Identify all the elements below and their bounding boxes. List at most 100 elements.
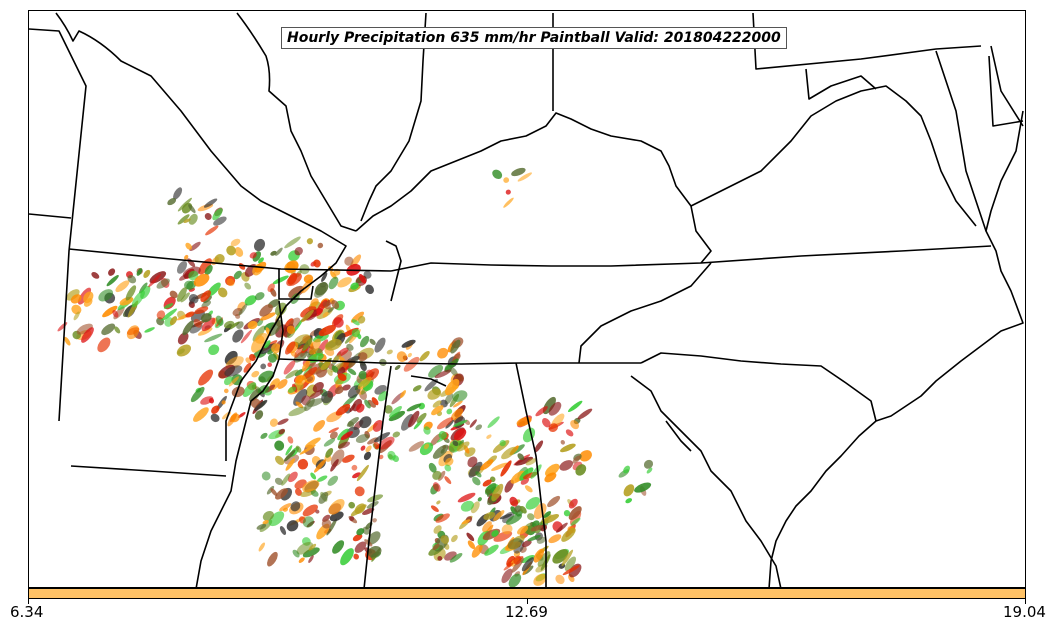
precip-blob [468,461,483,478]
precip-blob [340,548,354,566]
precip-blob [342,454,355,463]
precip-blob [412,385,422,392]
precip-blob [244,282,252,290]
precip-blob [520,554,535,564]
precip-blob [349,516,355,522]
precip-blob [367,546,382,558]
precip-blob [64,336,71,346]
precip-blob [394,364,401,371]
precip-blob [139,282,148,294]
precip-blob [347,368,357,376]
precip-blob [288,406,307,417]
precip-blob [294,247,303,256]
precip-blob [228,376,239,387]
precip-blob [466,532,475,542]
precip-blob [285,458,296,471]
precip-blob [358,274,367,284]
precip-blob [386,349,393,355]
precip-blob [460,500,474,512]
border-ok-ks [29,213,72,219]
precip-blob [450,339,461,354]
precip-blob [327,306,335,313]
precip-blob [535,406,548,417]
precip-blob [217,287,228,298]
precip-blob [247,320,258,330]
precip-blob [514,456,534,466]
precip-blob [623,465,631,474]
precip-blob [234,247,244,257]
precip-blob [507,538,523,550]
precip-blob [306,376,314,382]
precip-blob [458,439,465,447]
precip-blob [350,504,367,517]
precip-blob [575,464,587,476]
precip-blob [367,494,384,503]
precip-blob [328,276,339,290]
precip-blob [340,431,353,441]
precip-blob [169,316,178,326]
precip-blob [287,386,297,393]
precip-blob [406,403,422,412]
precip-blob [156,310,166,320]
precip-blob [424,378,438,392]
precip-blob [378,436,395,450]
precip-blob [313,420,326,432]
precip-blob [188,204,196,214]
precip-blob [451,534,458,543]
precip-blob [205,225,219,236]
precip-blob [226,278,235,287]
precip-blob [334,386,344,395]
precip-blob [433,525,442,534]
precip-blob [287,471,298,483]
border-nc-sc [640,352,877,422]
precip-blob [530,525,543,532]
precip-blob [560,443,576,453]
precip-blob [236,321,244,329]
precip-blob [625,498,633,504]
precip-blob [177,214,190,225]
precip-blob [302,547,320,558]
precip-blob [173,187,183,200]
precip-blob [295,445,302,453]
precip-blob [249,252,257,259]
precip-blob [503,562,514,571]
precip-blob [423,426,431,435]
precip-blob [214,254,225,264]
border-ky-tn [390,245,992,272]
precip-blob [115,280,130,293]
precip-blob [335,403,351,416]
precip-blob [501,446,517,460]
precip-blob [514,505,522,513]
precip-blob [436,417,454,430]
precip-blob [274,477,283,486]
precip-blob [356,403,365,413]
precip-blob [73,311,80,321]
precip-blob [279,503,292,512]
precip-blob [524,485,533,493]
precip-blob [501,568,513,584]
precip-blob [337,277,352,288]
precip-blob [298,557,305,563]
precip-blob [444,358,459,372]
precip-blob [434,369,452,379]
precip-blob [204,264,213,276]
colorbar-tick-min [28,599,29,604]
precip-blob [413,419,423,430]
precip-blob [527,513,535,521]
precip-blob [336,347,349,357]
precip-blob [163,303,174,309]
precip-blob [251,335,265,353]
precip-blob [362,507,375,516]
precip-blob [143,269,151,278]
precip-blob [536,536,546,544]
precip-blob [277,379,288,389]
precip-blob [467,456,478,468]
precip-blob [238,303,248,316]
precip-blob [287,436,294,444]
precip-blob [308,338,321,355]
precip-blob [349,403,356,413]
precip-blob [537,551,551,567]
precip-blob [272,275,289,285]
precip-blob [290,501,301,512]
precip-blob [271,343,282,354]
